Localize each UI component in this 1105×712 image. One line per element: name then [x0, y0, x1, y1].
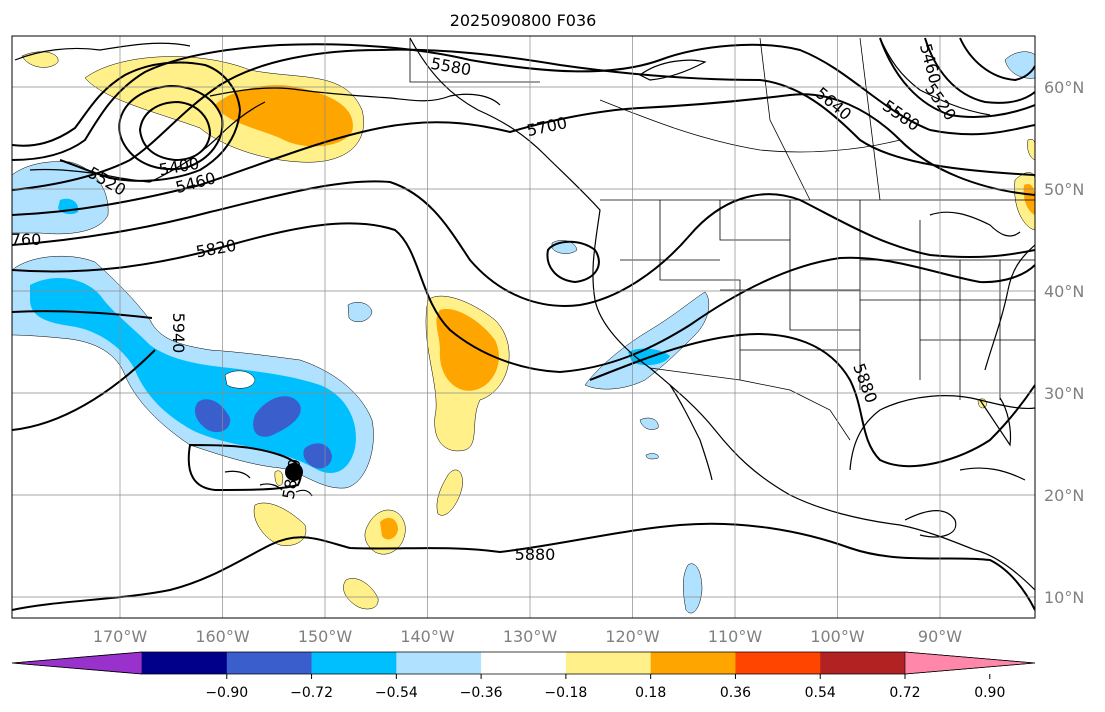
latitude-label: 60°N: [1044, 78, 1084, 97]
yucatan: [904, 510, 957, 538]
contour-5460-nw: [959, 37, 1035, 82]
contour-5400: [138, 100, 212, 162]
contour-5580: [12, 43, 1035, 161]
latitude-label: 40°N: [1044, 282, 1084, 301]
contour-label: 5880: [515, 545, 556, 564]
contour-5880-east: [589, 333, 1035, 468]
latitude-tick-labels: 60°N 50°N 40°N 30°N 20°N 10°N: [1044, 78, 1084, 607]
colorbar-segment: [820, 652, 906, 674]
positive-anomaly-alaska-core: [215, 85, 353, 147]
contour-5760-loop: [546, 240, 600, 284]
political-borders: [409, 37, 1035, 441]
longitude-label: 110°W: [708, 627, 763, 646]
colorbar-tick-label: 0.18: [635, 685, 666, 701]
colorbar-tick-label: 0.54: [805, 685, 836, 701]
colorbar-tick-label: 0.90: [974, 685, 1005, 701]
map-frame: [11, 35, 1036, 619]
baja-california: [669, 384, 713, 481]
colorbar-tick-label: −0.18: [544, 685, 587, 701]
colorbar-tick-label: −0.72: [290, 685, 333, 701]
colorbar-tick-label: −0.54: [375, 685, 418, 701]
anomaly-shading: [12, 51, 1035, 614]
colorbar-segment: [481, 652, 567, 674]
colorbar-extend-low: [11, 651, 143, 675]
contour-5820: [12, 222, 1035, 374]
lat-lon-grid: [12, 36, 1035, 618]
colorbar-tick-label: −0.36: [460, 685, 503, 701]
longitude-label: 130°W: [503, 627, 558, 646]
positive-anomaly-mid-pacific-core: [436, 309, 499, 391]
colorbar-segment: [650, 652, 736, 674]
contour-5880-hawaii: [187, 443, 302, 492]
alaska-peninsula: [149, 101, 266, 183]
alaska-canada-border: [409, 38, 540, 83]
hudson-bay: [879, 37, 991, 116]
contour-5580-nw: [879, 37, 1035, 118]
east-coast: [984, 244, 1035, 371]
latitude-label: 10°N: [1044, 588, 1084, 607]
colorbar-segment: [142, 652, 228, 674]
contour-5700: [12, 93, 1035, 216]
colorbar-tick-label: −0.90: [205, 685, 248, 701]
longitude-label: 100°W: [810, 627, 865, 646]
latitude-label: 20°N: [1044, 486, 1084, 505]
latitude-label: 50°N: [1044, 180, 1084, 199]
colorbar-segment: [735, 652, 821, 674]
contour-5640: [12, 48, 1035, 191]
colorbar-tick-label: 0.36: [720, 685, 751, 701]
alaska-coast: [209, 87, 501, 106]
contour-label: 760: [11, 230, 42, 249]
colorbar-tick-label: 0.72: [889, 685, 920, 701]
colorbar-ticks: −0.90 −0.72 −0.54 −0.36 −0.18 0.18 0.36 0.54 0.7…: [205, 674, 1005, 701]
contour-5520-nw: [924, 37, 1035, 104]
florida: [979, 397, 1012, 447]
colorbar: [11, 651, 1036, 675]
height-contours: [12, 37, 1035, 611]
negative-anomaly-california: [584, 291, 710, 390]
contour-5940-west: [12, 310, 153, 319]
figure-title: 2025090800 F036: [450, 11, 597, 30]
colorbar-outline: [11, 651, 1036, 675]
longitude-label: 170°W: [93, 627, 148, 646]
great-lakes: [929, 211, 1021, 237]
greenland-island: [638, 59, 707, 81]
colorbar-extend-high: [904, 651, 1036, 675]
colorbar-segment: [226, 652, 313, 674]
contour-5880-south: [12, 522, 1035, 611]
arctic-coast: [14, 42, 191, 61]
longitude-label: 160°W: [195, 627, 250, 646]
longitude-label: 90°W: [918, 627, 962, 646]
longitude-label: 140°W: [400, 627, 455, 646]
longitude-label: 150°W: [298, 627, 353, 646]
longitude-label: 120°W: [605, 627, 660, 646]
contour-5760: [12, 180, 1035, 307]
black-dot-marker: [285, 463, 303, 481]
contour-label: 5940: [169, 313, 188, 354]
negative-anomaly-aleutians: [12, 161, 109, 235]
latitude-label: 30°N: [1044, 384, 1084, 403]
cuba: [959, 467, 1026, 481]
colorbar-segment: [565, 652, 652, 674]
contour-5520: [12, 61, 242, 182]
colorbar-segment: [396, 652, 482, 674]
map-panel: 5580 5640 5580 5520 5460 5700 5400 5460 …: [11, 36, 1035, 618]
contour-5880-west: [12, 349, 156, 431]
longitude-tick-labels: 170°W 160°W 150°W 140°W 130°W 120°W 110°W 100°W…: [93, 627, 962, 646]
colorbar-segment: [311, 652, 397, 674]
